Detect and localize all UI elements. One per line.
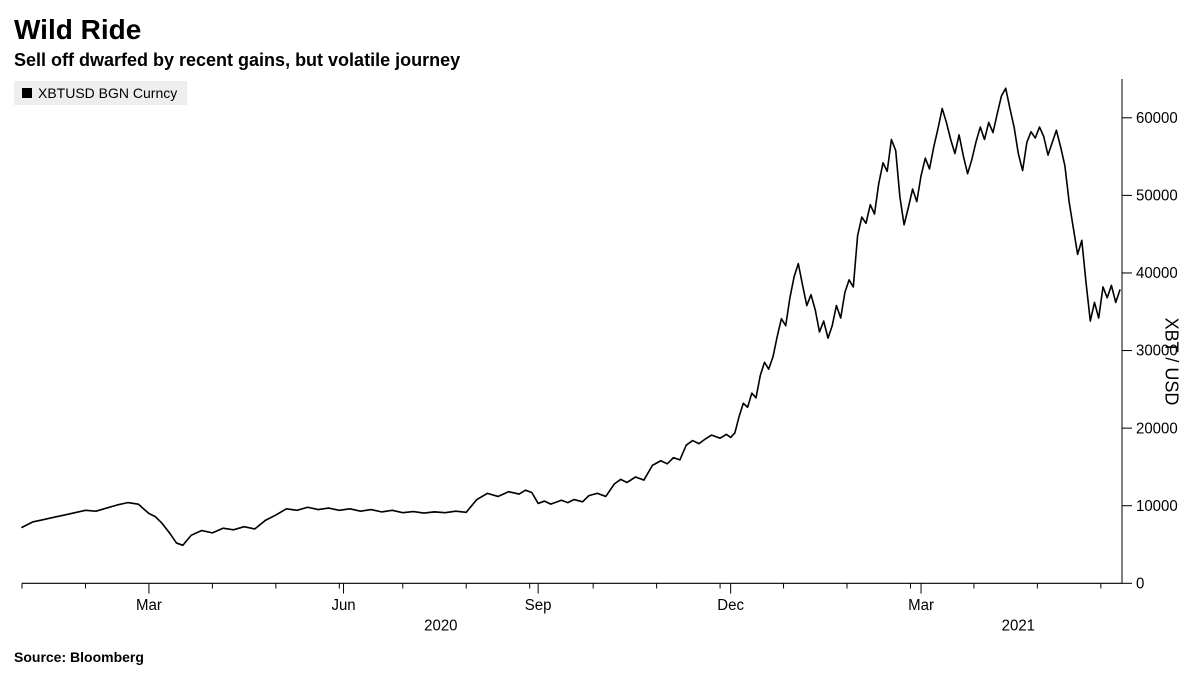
svg-text:2020: 2020 xyxy=(424,617,457,634)
chart-subtitle: Sell off dwarfed by recent gains, but vo… xyxy=(14,50,1186,71)
svg-text:Mar: Mar xyxy=(908,597,934,614)
chart-area: XBTUSD BGN Curncy 0100002000030000400005… xyxy=(14,79,1186,643)
legend-label: XBTUSD BGN Curncy xyxy=(38,85,177,101)
line-chart: 0100002000030000400005000060000MarJunSep… xyxy=(14,79,1186,643)
svg-text:Jun: Jun xyxy=(331,597,355,614)
svg-text:Sep: Sep xyxy=(525,597,552,614)
y-axis-title: XBT / USD xyxy=(1161,317,1182,405)
svg-text:2021: 2021 xyxy=(1002,617,1035,634)
legend-marker-icon xyxy=(22,88,32,98)
svg-text:Dec: Dec xyxy=(717,597,744,614)
chart-source: Source: Bloomberg xyxy=(14,649,1186,665)
svg-text:Mar: Mar xyxy=(136,597,162,614)
legend: XBTUSD BGN Curncy xyxy=(14,81,187,105)
svg-text:0: 0 xyxy=(1136,575,1144,592)
chart-title: Wild Ride xyxy=(14,14,1186,46)
